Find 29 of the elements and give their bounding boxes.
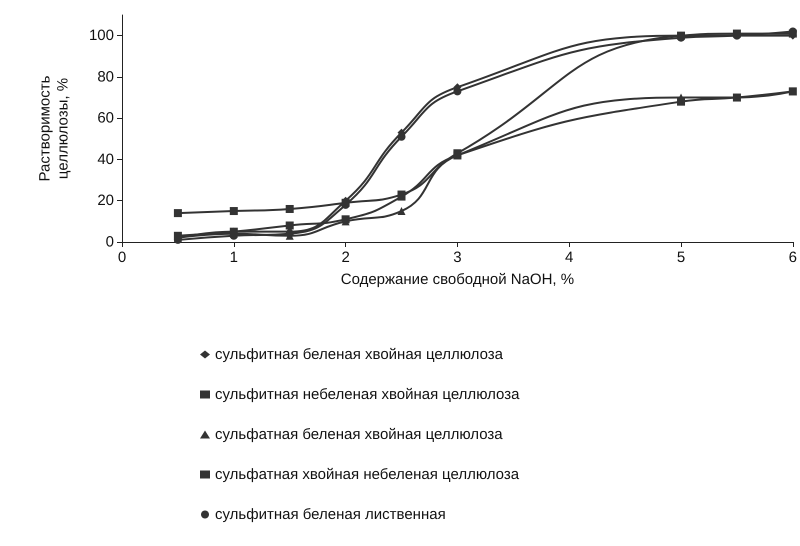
point (398, 132, 406, 141)
x-tick-label: 1 (230, 249, 238, 266)
point (398, 207, 406, 216)
y-tick-label: 80 (97, 68, 114, 86)
legend-label: сульфитная беленая лиственная (215, 506, 446, 523)
point (286, 204, 294, 213)
legend-label: сульфитная небеленая хвойная целлюлоза (215, 386, 520, 403)
point (174, 209, 182, 218)
point (230, 207, 238, 216)
x-axis-title: Содержание свободной NaOH, % (340, 271, 574, 288)
legend-label: сульфатная беленая хвойная целлюлоза (215, 426, 504, 443)
y-tick-label: 60 (97, 110, 114, 127)
x-tick-label: 3 (453, 249, 462, 266)
y-axis-title: Растворимость целлюлозы, % (36, 75, 72, 182)
point (788, 87, 797, 96)
y-tick-label: 20 (97, 192, 114, 210)
x-tick-label: 4 (565, 249, 574, 266)
point (286, 221, 294, 230)
y-tick-label: 40 (97, 150, 114, 168)
point (732, 94, 741, 102)
x-tick-label: 5 (676, 249, 686, 266)
point (677, 98, 686, 106)
x-tick-label: 6 (788, 249, 797, 266)
x-tick-label: 0 (118, 249, 126, 266)
x-tick-label: 2 (341, 249, 350, 266)
legend-label: сульфитная беленая хвойная целлюлоза (215, 346, 504, 363)
legend-label: сульфатная хвойная небеленая целлюлоза (215, 466, 520, 483)
y-tick-label: 0 (106, 234, 114, 250)
y-tick-label: 100 (88, 27, 114, 44)
